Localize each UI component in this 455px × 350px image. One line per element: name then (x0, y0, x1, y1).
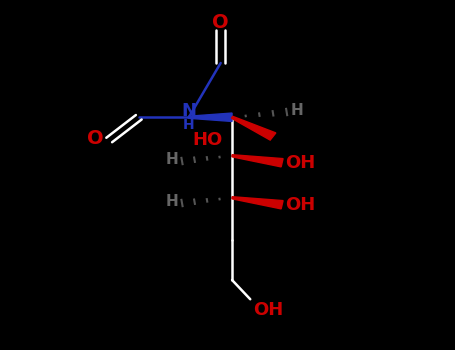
Text: H: H (166, 194, 178, 209)
Polygon shape (232, 155, 283, 167)
Text: OH: OH (253, 301, 283, 319)
Polygon shape (231, 116, 276, 140)
Text: O: O (87, 129, 104, 148)
Polygon shape (232, 197, 283, 209)
Text: HO: HO (192, 131, 222, 149)
Text: H: H (290, 103, 303, 118)
Text: H: H (166, 152, 178, 167)
Text: N: N (182, 102, 196, 120)
Text: O: O (212, 13, 229, 32)
Text: H: H (183, 118, 195, 132)
Text: OH: OH (285, 154, 315, 172)
Polygon shape (189, 113, 232, 121)
Text: OH: OH (285, 196, 315, 214)
